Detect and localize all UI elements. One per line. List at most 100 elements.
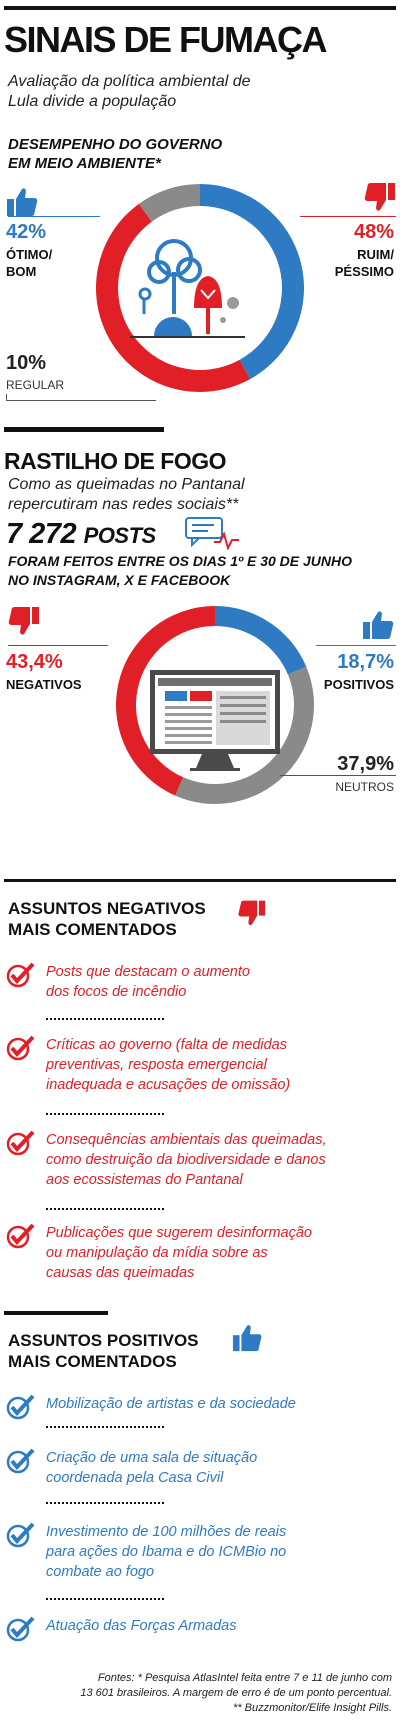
page-subtitle-line: Lula divide a população [8, 93, 177, 110]
list-item-line: Mobilização de artistas e da sociedade [46, 1396, 296, 1412]
page-subtitle: Avaliação da política ambiental de Lula … [8, 72, 251, 112]
dotted-divider [46, 1502, 164, 1504]
posts-word: POSTS [83, 523, 157, 548]
list-item-line: Consequências ambientais das queimadas, [46, 1132, 327, 1148]
list-item-text: Publicações que sugerem desinformação ou… [46, 1223, 391, 1283]
thumbs-up-icon [7, 188, 38, 216]
bad-connector [300, 216, 396, 217]
thumbs-down-icon [8, 607, 39, 635]
negative-topics-heading-line: ASSUNTOS NEGATIVOS [8, 899, 206, 918]
sentiment-donut-chart [116, 606, 314, 804]
list-item-text: Consequências ambientais das queimadas, … [46, 1130, 391, 1190]
dotted-divider [46, 1426, 164, 1428]
thumbs-up-icon [232, 1325, 262, 1352]
neutral-percentage: 37,9% [337, 753, 394, 775]
list-item-line: para ações do Ibama e do ICMBio no [46, 1544, 287, 1560]
list-item-line: ou manipulação da mídia sobre as [46, 1245, 268, 1261]
good-label-line: BOM [6, 264, 37, 279]
check-icon [6, 1616, 35, 1642]
dotted-divider [46, 1598, 164, 1600]
approval-donut-segments [95, 184, 305, 393]
check-icon [6, 1394, 35, 1420]
list-item-line: aos ecossistemas do Pantanal [46, 1172, 243, 1188]
list-item-text: Posts que destacam o aumento dos focos d… [46, 962, 391, 1002]
negative-topics-heading-line: MAIS COMENTADOS [8, 920, 177, 939]
check-icon [6, 1130, 35, 1156]
list-item-line: preventivas, resposta emergencial [46, 1057, 267, 1073]
list-item-line: Críticas ao governo (falta de medidas [46, 1037, 287, 1053]
check-icon [6, 962, 35, 988]
sources-footnote: Fontes: * Pesquisa AtlasIntel feita entr… [80, 1671, 392, 1716]
approval-kicker-line: EM MEIO AMBIENTE* [8, 155, 161, 172]
bad-label: RUIM/ PÉSSIMO [335, 246, 394, 280]
approval-kicker: DESEMPENHO DO GOVERNO EM MEIO AMBIENTE* [8, 135, 222, 173]
regular-slice [138, 184, 200, 222]
posts-description: FORAM FEITOS ENTRE OS DIAS 1º E 30 DE JU… [8, 552, 352, 590]
dotted-divider [46, 1018, 164, 1020]
fire-heading: RASTILHO DE FOGO [4, 448, 227, 474]
list-item-line: combate ao fogo [46, 1564, 155, 1580]
positive-topics-heading-line: ASSUNTOS POSITIVOS [8, 1331, 199, 1350]
list-item-text: Criação de uma sala de situação coordena… [46, 1448, 391, 1488]
section-divider [4, 427, 164, 432]
posts-description-line: FORAM FEITOS ENTRE OS DIAS 1º E 30 DE JU… [8, 553, 353, 569]
positive-topics-heading-line: MAIS COMENTADOS [8, 1352, 177, 1371]
posts-description-line: NO INSTAGRAM, X E FACEBOOK [8, 572, 231, 588]
tree-icon [130, 239, 245, 338]
bad-label-line: PÉSSIMO [334, 264, 394, 279]
section-divider [4, 1311, 108, 1315]
posts-number: 7 272 [6, 518, 77, 550]
check-icon [6, 1035, 35, 1061]
neutral-slice [175, 666, 314, 804]
negative-slice [116, 606, 215, 796]
top-rule [4, 6, 396, 10]
thumbs-up-icon [363, 611, 394, 639]
regular-connector [6, 400, 156, 401]
list-item-line: Publicações que sugerem desinformação [46, 1225, 312, 1241]
thumbs-down-icon [238, 900, 266, 926]
check-icon [6, 1522, 35, 1548]
fire-subtitle-line: Como as queimadas no Pantanal [8, 476, 245, 493]
chat-icon [185, 517, 239, 550]
neutral-label: NEUTROS [335, 780, 394, 794]
list-item-text: Críticas ao governo (falta de medidas pr… [46, 1035, 391, 1095]
good-slice [200, 184, 305, 380]
page-subtitle-line: Avaliação da política ambiental de [8, 73, 251, 90]
list-item-text: Investimento de 100 milhões de reais par… [46, 1522, 391, 1582]
list-item-line: Posts que destacam o aumento [46, 964, 250, 980]
footnote-line: Fontes: * Pesquisa AtlasIntel feita entr… [97, 1672, 392, 1684]
posts-count: 7 272 POSTS [6, 520, 156, 549]
dotted-divider [46, 1113, 164, 1115]
list-item-text: Atuação das Forças Armadas [46, 1616, 391, 1636]
negative-percentage: 43,4% [6, 651, 63, 673]
negative-topics-heading: ASSUNTOS NEGATIVOS MAIS COMENTADOS [8, 898, 206, 940]
list-item-line: dos focos de incêndio [46, 984, 187, 1000]
good-label-line: ÓTIMO/ [6, 247, 53, 262]
positive-topics-heading: ASSUNTOS POSITIVOS MAIS COMENTADOS [8, 1330, 199, 1372]
regular-percentage: 10% [6, 352, 47, 374]
bad-label-line: RUIM/ [357, 247, 394, 262]
list-item-text: Mobilização de artistas e da sociedade [46, 1394, 391, 1414]
regular-label: REGULAR [6, 378, 65, 392]
good-label: ÓTIMO/ BOM [6, 246, 52, 280]
positive-slice [215, 606, 307, 675]
good-percentage: 42% [6, 221, 47, 243]
list-item-line: como destruição da biodiversidade e dano… [46, 1152, 326, 1168]
approval-donut-chart [95, 184, 305, 393]
list-item-line: Atuação das Forças Armadas [46, 1618, 237, 1634]
bad-slice [95, 203, 251, 393]
list-item-line: causas das queimadas [46, 1265, 195, 1281]
negative-label: NEGATIVOS [6, 677, 82, 692]
fire-subtitle-line: repercutiram nas redes sociais** [8, 496, 239, 513]
thumbs-down-icon [364, 183, 395, 211]
monitor-icon [150, 670, 280, 771]
negative-connector [8, 645, 108, 646]
page-title: SINAIS DE FUMAÇA [4, 19, 328, 60]
list-item-line: coordenada pela Casa Civil [46, 1470, 224, 1486]
check-icon [6, 1223, 35, 1249]
section-divider [4, 879, 396, 882]
check-icon [6, 1448, 35, 1474]
positive-label: POSITIVOS [323, 677, 394, 692]
footnote-line: 13 601 brasileiros. A margem de erro é d… [80, 1687, 392, 1699]
sentiment-donut-segments [116, 606, 314, 804]
